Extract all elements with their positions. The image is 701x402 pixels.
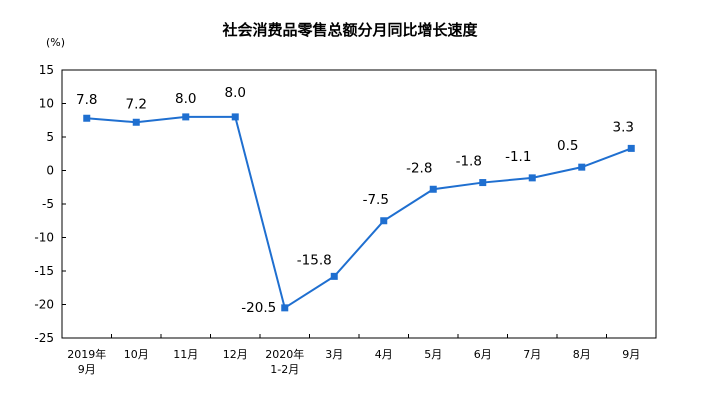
x-tick-label: 11月	[173, 348, 198, 361]
data-labels: 7.8 7.2 8.0 8.0 -20.5 -15.8 -7.5 -2.8 -1.8 -1.1 0.…	[76, 85, 634, 316]
data-label: 7.8	[76, 92, 97, 108]
data-point-marker	[528, 174, 536, 182]
x-tick-label: 8月	[573, 348, 591, 361]
y-axis: 15 10 5 0 -5 -10 -15 -20 -25	[34, 63, 66, 345]
data-label: 7.2	[126, 96, 147, 112]
y-tick-label: 5	[46, 130, 54, 144]
x-axis: 2019年 9月 10月 11月 12月 2020年 1-2月 3月 4月 5月 6月 7月 8月 9月	[61, 334, 657, 376]
x-tick-label: 12月	[223, 348, 248, 361]
data-point-marker	[182, 113, 190, 121]
x-tick-label: 10月	[124, 348, 149, 361]
data-label: 8.0	[175, 91, 196, 107]
x-tick-label: 7月	[523, 348, 541, 361]
data-label: 0.5	[557, 138, 578, 154]
x-tick-label: 3月	[325, 348, 343, 361]
y-tick-label: -15	[34, 264, 54, 278]
chart-title: 社会消费品零售总额分月同比增长速度	[221, 21, 478, 39]
y-tick-label: -20	[34, 298, 54, 312]
data-label: 3.3	[613, 119, 634, 135]
x-tick-label: 2019年	[67, 347, 106, 361]
data-label: -1.1	[505, 149, 531, 165]
data-label: 8.0	[225, 85, 246, 101]
y-tick-label: -25	[34, 331, 54, 345]
x-tick-label: 5月	[424, 348, 442, 361]
data-point-marker	[479, 179, 487, 187]
y-tick-label: -10	[34, 231, 54, 245]
y-tick-label: 0	[46, 164, 54, 178]
x-tick-label: 4月	[375, 348, 393, 361]
data-label: -15.8	[297, 252, 332, 268]
y-tick-label: -5	[42, 197, 54, 211]
data-point-marker	[281, 304, 289, 312]
data-point-marker	[578, 163, 586, 171]
x-tick-label: 9月	[622, 348, 640, 361]
data-point-marker	[132, 118, 140, 126]
x-tick-label: 6月	[474, 348, 492, 361]
data-point-marker	[627, 144, 635, 152]
x-tick-label: 1-2月	[270, 363, 299, 376]
x-tick-label: 2020年	[265, 347, 304, 361]
data-point-marker	[231, 113, 239, 121]
data-label: -2.8	[406, 160, 432, 176]
series-markers	[83, 113, 635, 312]
data-label: -20.5	[241, 300, 276, 316]
series-line	[86, 115, 632, 310]
data-point-marker	[380, 217, 388, 225]
y-axis-unit: (%)	[46, 36, 65, 49]
data-point-marker	[429, 185, 437, 193]
y-tick-label: 15	[39, 63, 54, 77]
plot-area-frame	[61, 69, 657, 339]
y-tick-label: 10	[39, 97, 54, 111]
x-tick-label: 9月	[78, 363, 96, 376]
data-label: -1.8	[456, 154, 482, 170]
data-point-marker	[330, 272, 338, 280]
data-point-marker	[83, 114, 91, 122]
data-label: -7.5	[363, 192, 389, 208]
